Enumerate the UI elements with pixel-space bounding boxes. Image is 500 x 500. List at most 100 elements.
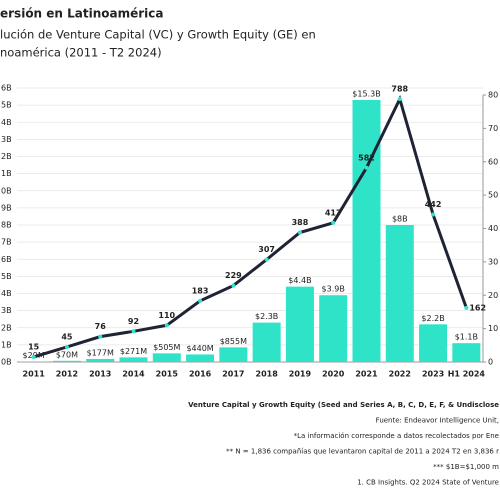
bar bbox=[186, 354, 215, 362]
line-point bbox=[297, 230, 302, 235]
line-value-label: 183 bbox=[192, 286, 209, 295]
x-tick-label: 2019 bbox=[289, 370, 312, 379]
x-tick-label: 2012 bbox=[56, 370, 78, 379]
bar-value-label: $2.2B bbox=[421, 314, 444, 323]
y2-tick-label: 0 bbox=[488, 358, 493, 367]
footnote: *** $1B=$1,000 m bbox=[433, 463, 499, 471]
y-tick-label: 5B bbox=[1, 272, 12, 281]
bar-value-label: $15.3B bbox=[352, 89, 380, 98]
bar bbox=[319, 295, 348, 362]
bar-value-label: $505M bbox=[153, 343, 180, 352]
y2-tick-label: 30 bbox=[488, 257, 498, 266]
line-point bbox=[264, 257, 269, 262]
chart-subtitle: noamérica (2011 - T2 2024) bbox=[0, 46, 162, 60]
x-tick-label: 2014 bbox=[122, 370, 145, 379]
bar bbox=[219, 347, 248, 362]
line-point bbox=[464, 305, 469, 310]
bar bbox=[119, 357, 148, 362]
y2-tick-label: 50 bbox=[488, 191, 498, 200]
y-tick-label: 8B bbox=[1, 221, 12, 230]
y2-tick-label: 20 bbox=[488, 291, 498, 300]
bar bbox=[452, 343, 481, 362]
bar bbox=[352, 99, 381, 363]
line-point bbox=[364, 165, 369, 170]
y-tick-label: 9B bbox=[1, 203, 12, 212]
x-tick-label: 2013 bbox=[89, 370, 111, 379]
y-tick-label: 2B bbox=[1, 152, 12, 161]
line-value-label: 162 bbox=[469, 303, 486, 312]
x-tick-label: 2017 bbox=[222, 370, 244, 379]
bar-value-label: $855M bbox=[220, 337, 247, 346]
footnote: Venture Capital y Growth Equity (Seed an… bbox=[188, 401, 499, 409]
y2-tick-label: 60 bbox=[488, 157, 498, 166]
bar-value-label: $70M bbox=[56, 350, 78, 359]
line-point bbox=[64, 344, 69, 349]
line-value-label: 45 bbox=[61, 332, 73, 341]
line-point bbox=[397, 97, 402, 102]
line-value-label: 110 bbox=[158, 311, 175, 320]
x-tick-label: 2022 bbox=[389, 370, 411, 379]
x-tick-label: 2011 bbox=[23, 370, 46, 379]
y-tick-label: 4B bbox=[1, 289, 12, 298]
bar bbox=[419, 324, 448, 362]
y-tick-label: 3B bbox=[1, 135, 12, 144]
x-tick-label: 2020 bbox=[322, 370, 345, 379]
bar bbox=[86, 358, 115, 362]
y-tick-label: 3B bbox=[1, 306, 12, 315]
y-tick-label: 0B bbox=[1, 358, 12, 367]
bar-value-label: $177M bbox=[87, 348, 114, 357]
y-tick-label: 6B bbox=[1, 255, 12, 264]
y2-tick-label: 80 bbox=[488, 91, 498, 100]
y-tick-label: 0B bbox=[1, 186, 12, 195]
footnote: *La información corresponde a datos reco… bbox=[294, 432, 499, 440]
x-tick-label: 2023 bbox=[422, 370, 444, 379]
chart-subtitle: lución de Venture Capital (VC) y Growth … bbox=[0, 28, 316, 42]
x-tick-label: 2016 bbox=[189, 370, 212, 379]
bar bbox=[52, 360, 81, 362]
bar bbox=[252, 322, 281, 362]
x-tick-label: 2021 bbox=[355, 370, 378, 379]
footnote: 1. CB Insights. Q2 2024 State of Venture bbox=[357, 479, 499, 487]
line-value-label: 417 bbox=[325, 208, 342, 217]
y-tick-label: 1B bbox=[1, 169, 12, 178]
y2-tick-label: 40 bbox=[488, 224, 498, 233]
x-tick-label: H1 2024 bbox=[448, 370, 486, 379]
footnote: Fuente: Endeavor Intelligence Unit, bbox=[376, 417, 499, 425]
bar-value-label: $4.4B bbox=[288, 276, 311, 285]
footnote: ** N = 1,836 compañías que levantaron ca… bbox=[226, 448, 499, 456]
y-tick-label: 7B bbox=[1, 238, 12, 247]
bar-value-label: $271M bbox=[120, 347, 147, 356]
line-value-label: 15 bbox=[28, 342, 40, 351]
x-tick-label: 2015 bbox=[156, 370, 179, 379]
x-tick-label: 2018 bbox=[256, 370, 279, 379]
y-tick-label: 6B bbox=[1, 84, 12, 93]
y2-tick-label: 70 bbox=[488, 124, 498, 133]
line bbox=[33, 94, 468, 359]
y-tick-label: 1B bbox=[1, 340, 12, 349]
line-value-label: 442 bbox=[425, 200, 442, 209]
line-point bbox=[231, 283, 236, 288]
bar-value-label: $1.1B bbox=[455, 333, 478, 342]
bar-value-label: $8B bbox=[392, 215, 408, 224]
bar-value-label: $3.9B bbox=[322, 285, 345, 294]
line-value-label: 388 bbox=[292, 218, 309, 227]
y-tick-label: 4B bbox=[1, 118, 12, 127]
y2-tick-label: 10 bbox=[488, 324, 498, 333]
line-value-label: 229 bbox=[225, 271, 242, 280]
chart-title: ersión en Latinoamérica bbox=[0, 7, 164, 21]
bar bbox=[152, 353, 181, 362]
line-point bbox=[31, 354, 36, 359]
bar-value-label: $440M bbox=[186, 344, 213, 353]
bar bbox=[385, 225, 414, 362]
bar bbox=[285, 286, 314, 362]
line-value-label: 76 bbox=[95, 322, 107, 331]
line-point bbox=[98, 334, 103, 339]
bar-value-label: $2.3B bbox=[255, 312, 278, 321]
line-point bbox=[164, 323, 169, 328]
y-tick-label: 2B bbox=[1, 323, 12, 332]
line-value-label: 92 bbox=[128, 317, 139, 326]
line-value-label: 582 bbox=[358, 153, 375, 162]
line-point bbox=[198, 298, 203, 303]
line-value-label: 788 bbox=[391, 85, 408, 94]
